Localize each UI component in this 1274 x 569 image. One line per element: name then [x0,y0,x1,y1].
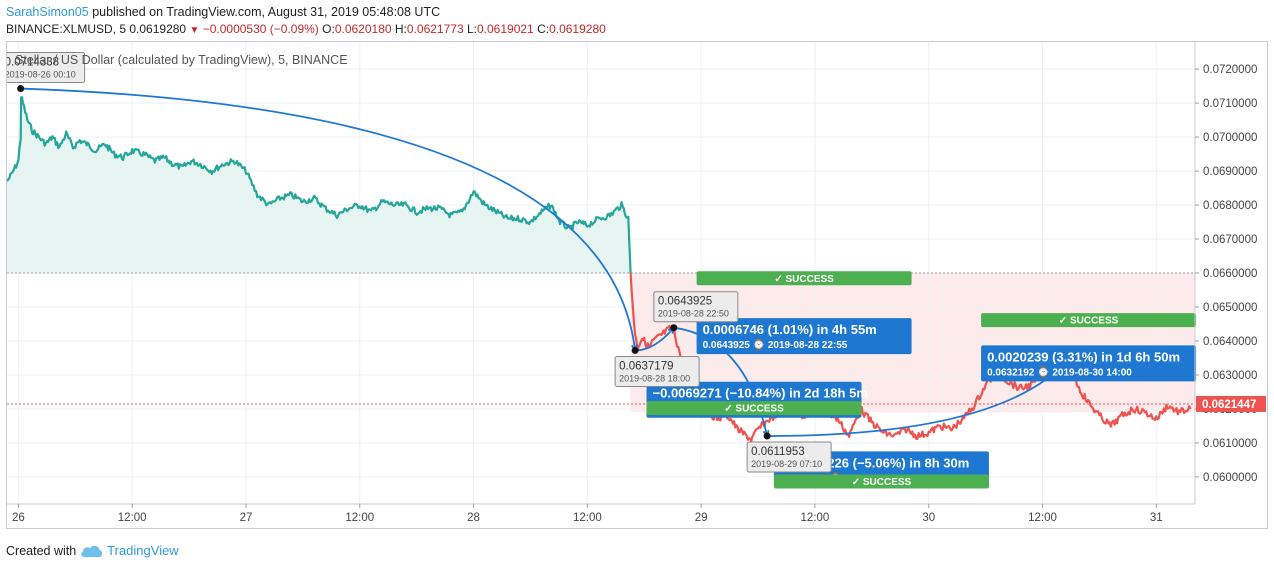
series-up-line [7,96,632,274]
x-tick-label: 28 [467,512,480,524]
success-text: ✓ SUCCESS [1059,316,1119,327]
anchor-dot [17,85,25,93]
open-label: O: [322,22,335,36]
price-callout-bg [614,355,700,387]
y-tick-label: 0.0650000 [1203,302,1257,314]
close-value: 0.0619280 [549,22,606,36]
tradingview-link[interactable]: TradingView [107,543,179,558]
y-tick-label: 0.0690000 [1203,166,1257,178]
y-tick-label: 0.0660000 [1203,268,1257,280]
forecast-target-text: 0.0632192 ⌚ 2019-08-30 14:00 [987,365,1132,378]
anchor-dot [763,432,771,440]
y-tick-label: 0.0720000 [1203,64,1257,76]
price-callout-bg [653,291,739,323]
success-text: ✓ SUCCESS [852,477,912,488]
price-callout-bg [7,52,86,84]
series-down-line [629,272,1192,443]
close-label: C: [537,22,550,36]
x-tick-label: 12:00 [345,512,374,524]
current-price-badge [1196,395,1266,412]
open-value: 0.0620180 [334,22,392,36]
x-tick-label: 26 [12,512,25,524]
x-tick-label: 12:00 [801,512,830,524]
x-tick-label: 12:00 [1028,512,1057,524]
success-badge [696,271,912,286]
symbol-text: BINANCE:XLMUSD, 5 [6,22,127,36]
high-value: 0.0621773 [406,22,464,36]
price-callout-time: 2019-08-28 22:50 [658,309,729,319]
x-tick-label: 12:00 [118,512,147,524]
y-tick-label: 0.0710000 [1203,98,1257,110]
created-with-text: Created with [6,544,77,558]
y-tick-label: 0.0640000 [1203,336,1257,348]
current-price-text: 0.0621447 [1202,399,1256,411]
price-callout-value: 0.0643925 [658,296,712,308]
forecast-arc [767,366,1062,437]
forecast-arc [20,87,637,351]
chart-title: Stellar / US Dollar (calculated by Tradi… [15,53,348,67]
up-range-fill [7,97,631,273]
anchor-dot [631,346,639,354]
price-callout-value: 0.0714338 [7,57,59,69]
forecast-target-text: 0.0643925 ⌚ 2019-08-28 22:55 [703,338,848,351]
success-text: ✓ SUCCESS [724,404,784,415]
last-price: 0.0619280 [129,22,187,36]
x-tick-label: 27 [240,512,253,524]
low-value: 0.0619021 [476,22,534,36]
change-value: −0.0000530 (−0.09%) [202,22,319,36]
price-callout-value: 0.0611953 [751,446,805,458]
price-callout-bg [746,441,832,473]
down-triangle-icon: ▼ [189,25,200,36]
price-callout-time: 2019-08-26 00:10 [7,70,76,80]
forecast-change-text: 0.0006746 (1.01%) in 4h 55m [703,322,877,337]
success-badge [981,313,1197,328]
y-tick-label: 0.0700000 [1203,132,1257,144]
forecast-box-bg [696,318,912,355]
forecast-box: −0.0069271 (−10.84%) in 2d 18h 5m0.06119… [646,381,868,418]
y-tick-label: 0.0680000 [1203,200,1257,212]
x-tick-label: 12:00 [573,512,602,524]
footer: Created with TradingView [6,543,179,561]
x-tick-label: 31 [1150,512,1163,524]
y-tick-label: 0.0610000 [1203,438,1257,450]
forecast-box-bg [981,345,1197,382]
price-callout-value: 0.0637179 [619,360,673,372]
success-badge [773,474,989,489]
success-badge [646,401,862,416]
price-callout-time: 2019-08-28 18:00 [619,373,690,383]
tradingview-logo-icon [80,544,104,561]
published-text: published on TradingView.com, August 31,… [92,5,441,19]
high-label: H: [394,22,407,36]
y-tick-label: 0.0630000 [1203,370,1257,382]
x-tick-label: 30 [922,512,935,524]
y-tick-label: 0.0600000 [1203,472,1257,484]
y-tick-label: 0.0670000 [1203,234,1257,246]
forecast-change-text: −0.0069271 (−10.84%) in 2d 18h 5m [653,386,868,401]
price-callout-time: 2019-08-29 07:10 [751,459,822,469]
author-link[interactable]: SarahSimon05 [6,5,89,19]
forecast-change-text: 0.0020239 (3.31%) in 1d 6h 50m [987,349,1180,364]
ohlc-line: BINANCE:XLMUSD, 5 0.0619280 ▼ −0.0000530… [6,22,606,36]
low-label: L: [466,22,477,36]
x-tick-label: 29 [695,512,708,524]
success-text: ✓ SUCCESS [774,274,834,285]
forecast-box: 0.0020239 (3.31%) in 1d 6h 50m0.0632192 … [981,313,1197,382]
publish-line: SarahSimon05 published on TradingView.co… [6,5,440,19]
anchor-dot [670,324,678,332]
chart-frame[interactable]: 0.0006746 (1.01%) in 4h 55m 0.0643925 ⌚ 2… [6,41,1268,529]
